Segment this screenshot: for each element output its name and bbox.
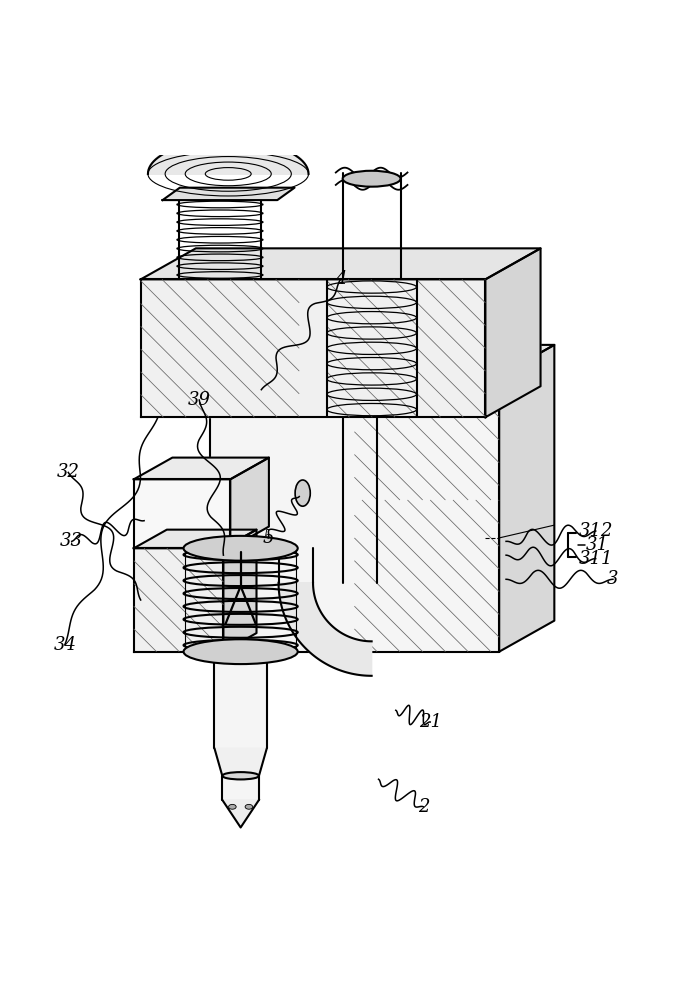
Polygon shape (148, 138, 309, 174)
Polygon shape (230, 458, 269, 548)
Text: 2: 2 (418, 798, 429, 816)
Polygon shape (222, 800, 259, 827)
Polygon shape (163, 188, 295, 200)
Text: 31: 31 (586, 536, 609, 554)
Text: 21: 21 (418, 713, 442, 731)
Ellipse shape (343, 171, 400, 187)
Ellipse shape (295, 480, 310, 506)
Text: 312: 312 (578, 522, 613, 540)
Ellipse shape (229, 804, 236, 809)
Polygon shape (210, 376, 499, 652)
Polygon shape (133, 458, 269, 479)
Polygon shape (133, 530, 256, 548)
Ellipse shape (183, 639, 297, 664)
Text: 32: 32 (57, 463, 80, 481)
Polygon shape (215, 748, 267, 776)
Polygon shape (279, 583, 372, 676)
Text: 39: 39 (188, 391, 211, 409)
Polygon shape (133, 548, 223, 652)
Polygon shape (223, 530, 256, 652)
Polygon shape (140, 248, 541, 279)
Text: 5: 5 (263, 529, 274, 547)
Text: 3: 3 (607, 570, 619, 588)
Polygon shape (215, 652, 267, 748)
Text: 311: 311 (578, 550, 613, 568)
Text: 33: 33 (60, 532, 83, 550)
Polygon shape (133, 479, 230, 548)
Ellipse shape (183, 536, 297, 561)
Polygon shape (485, 248, 541, 417)
Polygon shape (222, 776, 259, 800)
Polygon shape (140, 279, 485, 417)
Ellipse shape (215, 646, 267, 658)
Text: 4: 4 (335, 270, 346, 288)
Polygon shape (210, 345, 555, 376)
Ellipse shape (245, 804, 253, 809)
Text: 34: 34 (54, 636, 76, 654)
Ellipse shape (222, 772, 259, 779)
Polygon shape (499, 345, 555, 652)
